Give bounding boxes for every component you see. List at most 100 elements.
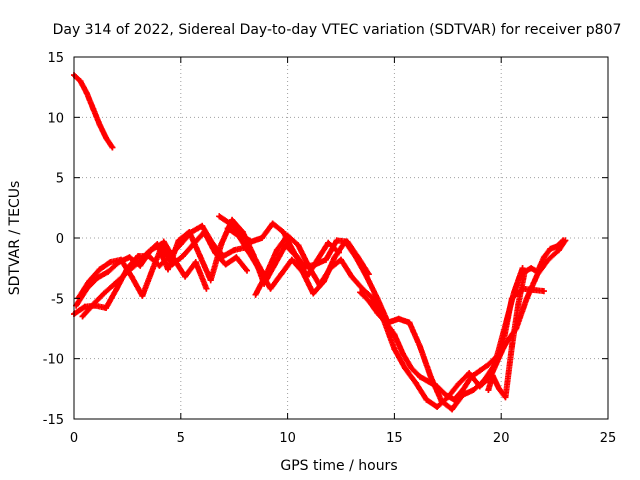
data-point <box>90 105 97 112</box>
data-point <box>451 396 458 403</box>
data-point <box>278 271 285 278</box>
data-point <box>233 254 240 261</box>
data-point <box>207 277 214 284</box>
data-point <box>310 290 317 297</box>
data-point <box>111 280 118 287</box>
data-point <box>132 261 139 268</box>
data-point <box>295 242 302 249</box>
data-point <box>117 256 124 263</box>
data-point <box>476 367 483 374</box>
data-point <box>231 247 238 254</box>
data-point <box>164 266 171 273</box>
data-point <box>560 237 567 244</box>
data-point <box>186 228 193 235</box>
data-point <box>423 396 430 403</box>
data-point <box>137 262 144 269</box>
data-point <box>199 222 206 229</box>
y-tick-label: 15 <box>47 51 64 66</box>
data-point <box>273 247 280 254</box>
data-point <box>179 253 186 260</box>
data-point <box>143 250 150 257</box>
data-point <box>348 273 355 280</box>
data-point <box>246 249 253 256</box>
data-series <box>357 265 526 403</box>
data-point <box>226 220 233 227</box>
data-point <box>521 268 528 275</box>
x-tick-label: 10 <box>279 431 296 446</box>
data-point <box>312 261 319 268</box>
data-point <box>105 268 112 275</box>
data-point <box>540 254 547 261</box>
data-point <box>553 243 560 250</box>
data-point <box>90 301 97 308</box>
data-point <box>126 254 133 261</box>
data-point <box>156 262 163 269</box>
data-point <box>406 319 413 326</box>
data-point <box>113 285 120 292</box>
data-point <box>459 387 466 394</box>
data-point <box>359 285 366 292</box>
data-point <box>449 406 456 413</box>
data-point <box>192 259 199 266</box>
data-point <box>128 273 135 280</box>
y-tick-label: -10 <box>43 353 64 368</box>
data-point <box>244 267 251 274</box>
data-point <box>511 289 518 296</box>
data-point <box>316 282 323 289</box>
data-point <box>382 319 389 326</box>
data-point <box>528 265 535 272</box>
data-point <box>508 343 515 350</box>
data-point <box>224 225 231 232</box>
data-point <box>417 343 424 350</box>
data-point <box>489 372 496 379</box>
data-point <box>280 228 287 235</box>
data-point <box>374 309 381 316</box>
y-tick-label: -5 <box>51 292 64 307</box>
data-point <box>267 285 274 292</box>
data-point <box>252 291 259 298</box>
data-point <box>323 256 330 263</box>
series-markers <box>357 265 526 403</box>
data-point <box>502 321 509 328</box>
data-point <box>455 381 462 388</box>
data-point <box>338 256 344 263</box>
data-point <box>229 216 236 223</box>
data-point <box>485 387 492 394</box>
x-tick-label: 15 <box>386 431 403 446</box>
data-point <box>100 290 107 297</box>
data-point <box>442 391 449 398</box>
data-point <box>365 297 372 304</box>
data-point <box>395 315 402 322</box>
data-point <box>493 353 500 360</box>
data-point <box>107 259 114 266</box>
data-point <box>412 379 419 386</box>
data-point <box>83 90 90 97</box>
data-point <box>263 271 270 278</box>
data-point <box>288 256 295 263</box>
data-point <box>434 383 441 390</box>
x-tick-label: 5 <box>177 431 185 446</box>
data-point <box>81 303 88 310</box>
data-point <box>496 385 503 392</box>
data-point <box>331 254 338 261</box>
data-point <box>547 245 554 252</box>
data-point <box>291 249 298 256</box>
data-point <box>417 373 424 380</box>
chart-title: Day 314 of 2022, Sidereal Day-to-day VTE… <box>53 22 622 38</box>
data-point <box>333 237 340 244</box>
y-tick-label: 0 <box>56 232 64 247</box>
data-point <box>523 295 530 302</box>
y-tick-label: 5 <box>56 172 64 187</box>
data-point <box>218 241 225 248</box>
data-point <box>434 403 441 410</box>
x-tick-label: 0 <box>70 431 78 446</box>
data-point <box>305 263 312 270</box>
x-tick-label: 25 <box>600 431 617 446</box>
data-point <box>357 289 364 296</box>
data-point <box>284 232 291 239</box>
data-point <box>96 121 103 128</box>
data-point <box>269 220 276 227</box>
data-point <box>485 361 492 368</box>
data-point <box>203 285 210 292</box>
